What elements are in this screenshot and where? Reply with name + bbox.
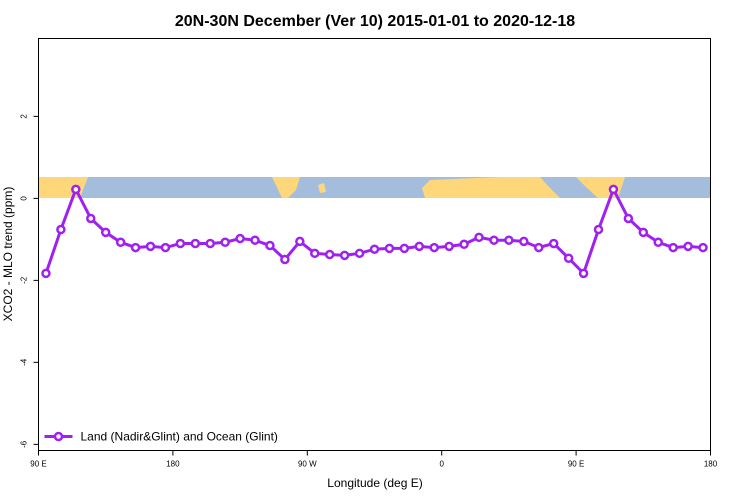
data-point [71,184,81,195]
x-tick-label: 90 W [298,460,317,469]
data-point [205,238,215,249]
data-point [429,242,439,253]
data-point [100,227,111,238]
data-point [623,213,634,224]
data-point [310,248,320,259]
x-tick-label: 90 E [30,460,46,469]
data-point [414,241,425,252]
x-axis-label: Longitude (deg E) [327,476,422,490]
data-point [339,250,350,261]
data-point [86,213,96,224]
data-point [115,237,126,247]
data-point [175,238,186,249]
data-point [265,240,275,251]
x-tick-label: 180 [166,460,180,469]
data-point [160,242,171,253]
y-tick-label: -4 [20,358,29,366]
data-point [399,243,410,254]
x-tick-label: 180 [704,460,718,469]
legend-label: Land (Nadir&Glint) and Ocean (Glint) [81,430,278,444]
data-point [548,238,559,249]
y-tick-label: 2 [20,114,29,119]
data-point [444,241,454,252]
data-point [280,254,290,265]
legend-marker [53,431,64,442]
data-point [250,235,260,245]
chart-title: 20N-30N December (Ver 10) 2015-01-01 to … [175,13,575,30]
data-point [324,249,335,260]
data-point [578,268,589,279]
data-point [384,243,395,254]
data-point [56,224,66,235]
data-point [190,238,201,249]
data-point [563,253,574,263]
data-point [369,244,380,254]
data-point [295,236,305,247]
data-point [354,248,365,259]
y-tick-label: -2 [20,276,29,284]
data-point [41,268,51,279]
data-point [668,242,678,253]
data-point [235,233,245,244]
data-point [130,242,141,253]
x-tick-label: 90 E [568,460,584,469]
data-point [653,237,663,247]
data-point [683,241,693,252]
data-point [459,239,469,250]
x-tick-label: 0 [439,460,444,469]
y-tick-label: 0 [20,196,29,201]
data-point [220,237,230,247]
data-point [504,235,514,245]
map-strip [39,177,710,198]
series-line [44,185,704,277]
y-tick-label: -6 [20,440,29,448]
data-point [145,241,156,252]
data-point [474,232,484,243]
data-point [698,242,708,253]
data-point [593,224,604,235]
data-point [608,184,619,195]
y-axis-label: XCO2 - MLO trend (ppm) [1,187,15,322]
plot-frame [38,38,711,451]
data-point [638,227,649,238]
data-point [519,236,529,247]
data-point [534,242,544,253]
data-point [489,235,499,245]
